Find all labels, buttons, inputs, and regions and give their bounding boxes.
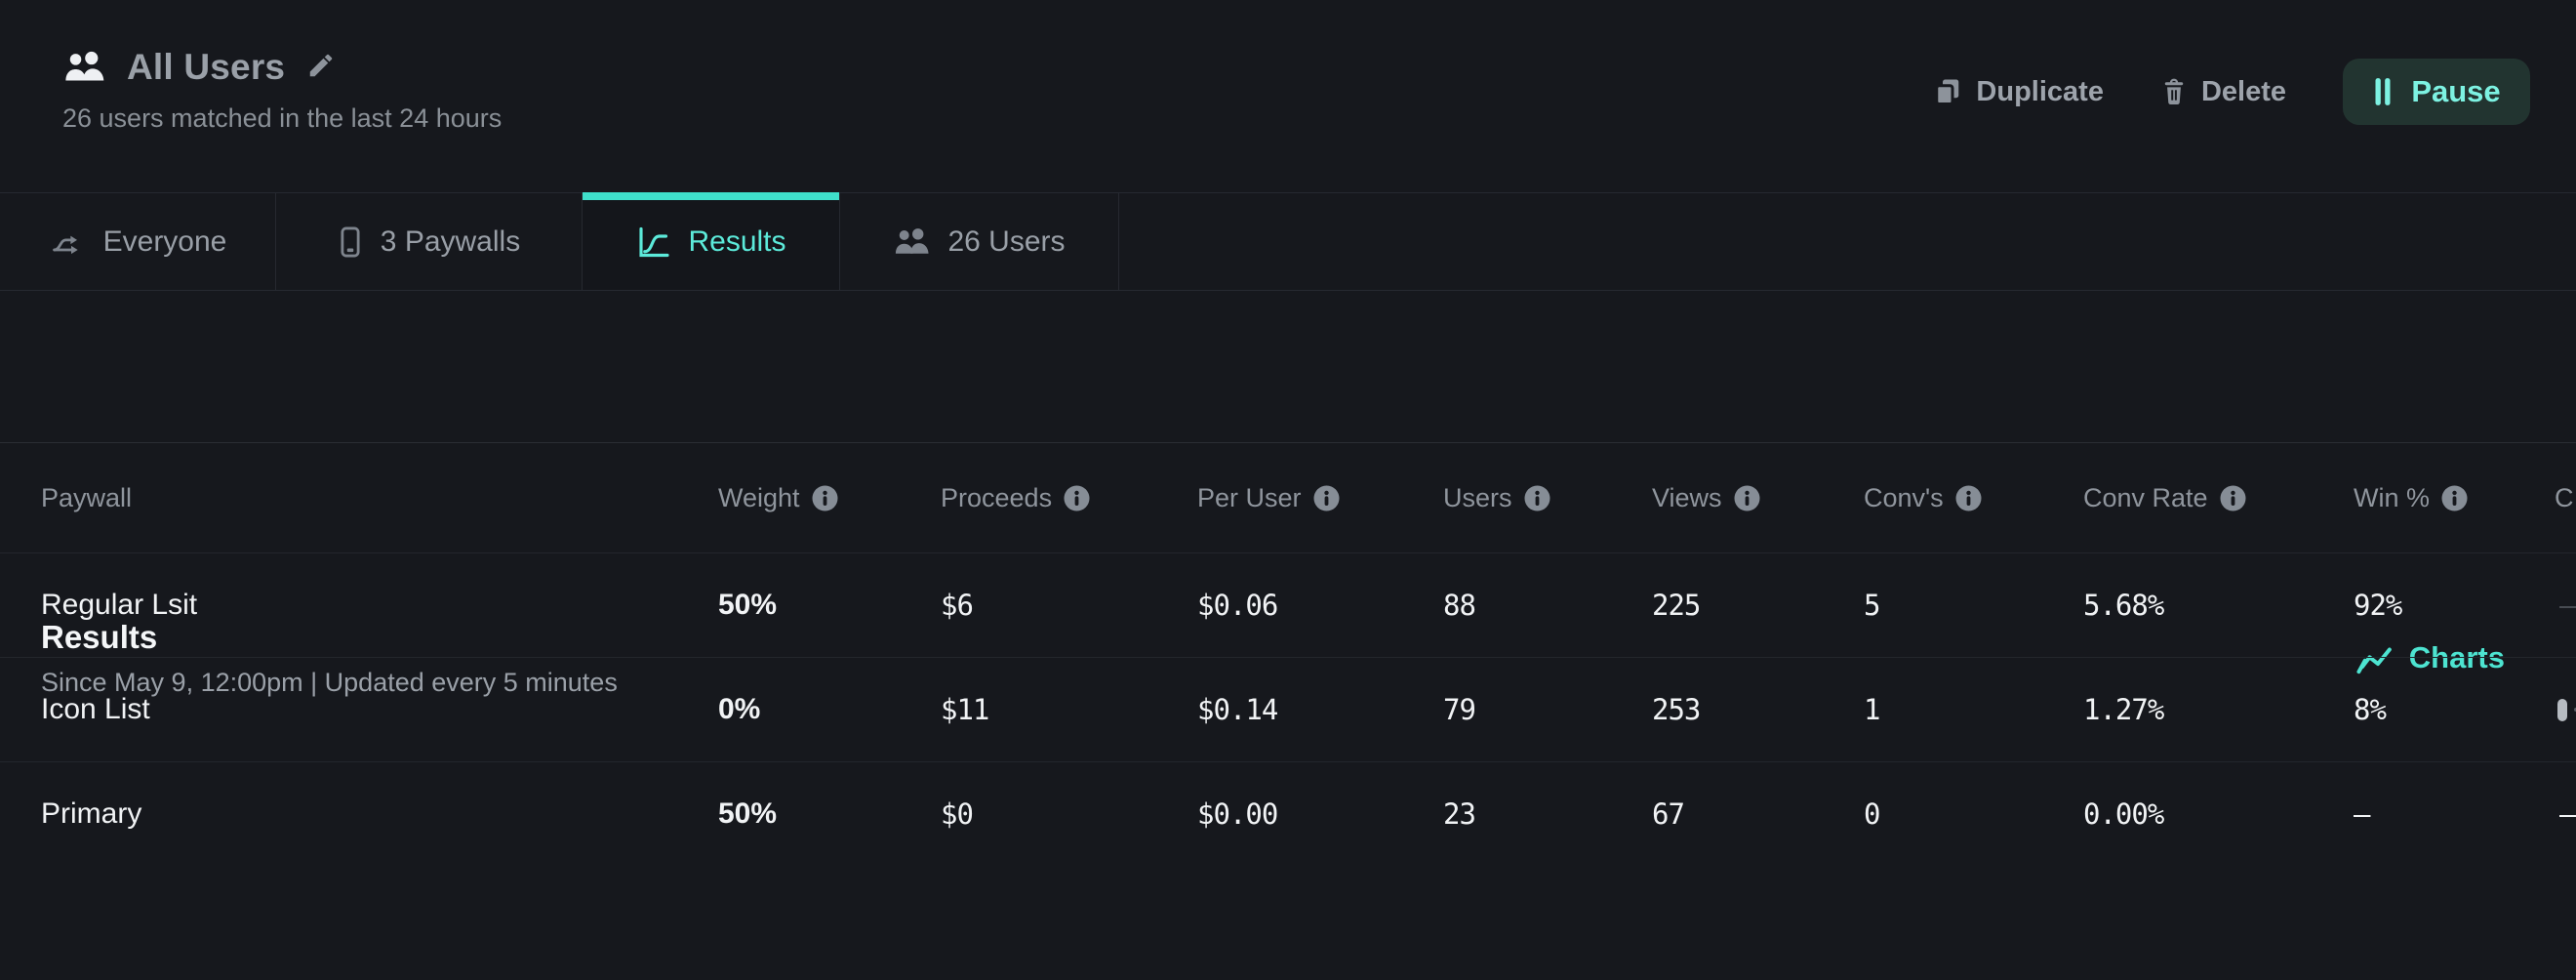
page-title: All Users (127, 47, 286, 87)
conv-rate-value: 5.68% (2083, 589, 2164, 622)
convs-value: 1 (1864, 693, 1880, 726)
table-row[interactable]: Regular Lsit 50% $6 $0.06 88 225 5 5.68%… (0, 552, 2576, 657)
info-icon[interactable] (2220, 485, 2246, 511)
proceeds-value: $0 (941, 797, 974, 831)
conv-rate-value: 0.00% (2083, 797, 2164, 831)
column-header-per-user: Per User (1197, 483, 1443, 513)
campaign-title-row: All Users (62, 45, 336, 90)
info-icon[interactable] (1955, 485, 1982, 511)
tab-label: Everyone (102, 225, 227, 258)
column-header-users: Users (1443, 483, 1652, 513)
users-value: 88 (1443, 589, 1476, 622)
column-header-paywall: Paywall (41, 482, 133, 512)
win-value: – (2354, 797, 2370, 831)
column-header-proceeds: Proceeds (941, 483, 1197, 513)
info-icon[interactable] (2441, 485, 2468, 511)
column-header-conv-rate: Conv Rate (2083, 483, 2354, 513)
delete-label: Delete (2200, 75, 2286, 107)
header-actions: Duplicate Delete (1933, 59, 2530, 125)
weight-value: 0% (718, 693, 761, 725)
views-value: 67 (1652, 797, 1685, 831)
info-icon[interactable] (1734, 485, 1760, 511)
per-user-value: $0.14 (1197, 693, 1278, 726)
delete-button[interactable]: Delete (2160, 76, 2286, 108)
cutoff-dot (2574, 708, 2576, 712)
duplicate-label: Duplicate (1976, 75, 2104, 107)
views-value: 225 (1652, 589, 1701, 622)
pause-button[interactable]: Pause (2343, 59, 2530, 125)
table-row[interactable]: Icon List 0% $11 $0.14 79 253 1 1.27% 8% (0, 657, 2576, 761)
paywall-name: Primary (41, 797, 142, 830)
per-user-value: $0.06 (1197, 589, 1278, 622)
column-header-views: Views (1652, 483, 1864, 513)
column-header-win: Win % (2354, 483, 2555, 513)
conv-rate-value: 1.27% (2083, 693, 2164, 726)
phone-icon (338, 225, 363, 259)
tab-label: 3 Paywalls (380, 225, 521, 258)
edit-title-button[interactable] (306, 51, 336, 80)
info-icon[interactable] (1313, 485, 1340, 511)
win-value: 8% (2354, 693, 2387, 726)
results-title: Results (41, 619, 158, 655)
paywall-name: Regular Lsit (41, 589, 198, 621)
results-section-header: Results Since May 9, 12:00pm | Updated e… (0, 291, 2576, 697)
info-icon[interactable] (812, 485, 838, 511)
weight-value: 50% (718, 589, 778, 621)
duplicate-icon (1933, 77, 1962, 106)
cutoff-pill (2557, 698, 2567, 721)
convs-value: 0 (1864, 797, 1880, 831)
users-value: 79 (1443, 693, 1476, 726)
results-subtitle: Since May 9, 12:00pm | Updated every 5 m… (41, 668, 618, 697)
proceeds-value: $11 (941, 693, 989, 726)
duplicate-button[interactable]: Duplicate (1933, 76, 2104, 108)
trash-icon (2160, 77, 2188, 106)
users-value: 23 (1443, 797, 1476, 831)
table-row[interactable]: Primary 50% $0 $0.00 23 67 0 0.00% – – (0, 761, 2576, 866)
views-value: 253 (1652, 693, 1701, 726)
pencil-icon (306, 51, 336, 80)
weight-value: 50% (718, 797, 778, 830)
tab-users[interactable]: 26 Users (840, 193, 1119, 290)
proceeds-value: $6 (941, 589, 974, 622)
column-header-cutoff: C (2555, 482, 2574, 512)
per-user-value: $0.00 (1197, 797, 1278, 831)
tab-label: 26 Users (947, 225, 1066, 258)
pause-label: Pause (2411, 74, 2501, 108)
convs-value: 5 (1864, 589, 1880, 622)
table-header-row: Paywall Weight Proceeds Per User Users V… (0, 443, 2576, 552)
tab-bar: Everyone 3 Paywalls Results (0, 192, 2576, 291)
chart-curve-icon (635, 225, 670, 260)
users-icon (893, 227, 930, 257)
tab-paywalls[interactable]: 3 Paywalls (276, 193, 583, 290)
column-header-weight: Weight (718, 483, 941, 513)
tab-everyone[interactable]: Everyone (0, 193, 276, 290)
tab-label: Results (688, 225, 786, 258)
info-icon[interactable] (1064, 485, 1090, 511)
split-arrow-icon (49, 226, 86, 258)
chart-line-icon (2355, 641, 2394, 674)
cutoff-value: – (2559, 797, 2576, 831)
column-header-convs: Conv's (1864, 483, 2083, 513)
results-table: Paywall Weight Proceeds Per User Users V… (0, 442, 2576, 866)
tab-results[interactable]: Results (583, 192, 840, 290)
users-icon (62, 51, 105, 84)
win-value: 92% (2354, 589, 2402, 622)
cutoff-value: – (2559, 589, 2576, 622)
matched-users-subtitle: 26 users matched in the last 24 hours (62, 103, 503, 133)
paywall-name: Icon List (41, 693, 150, 725)
info-icon[interactable] (1524, 485, 1550, 511)
cutoff-badge (2555, 698, 2576, 721)
pause-icon (2372, 77, 2394, 106)
